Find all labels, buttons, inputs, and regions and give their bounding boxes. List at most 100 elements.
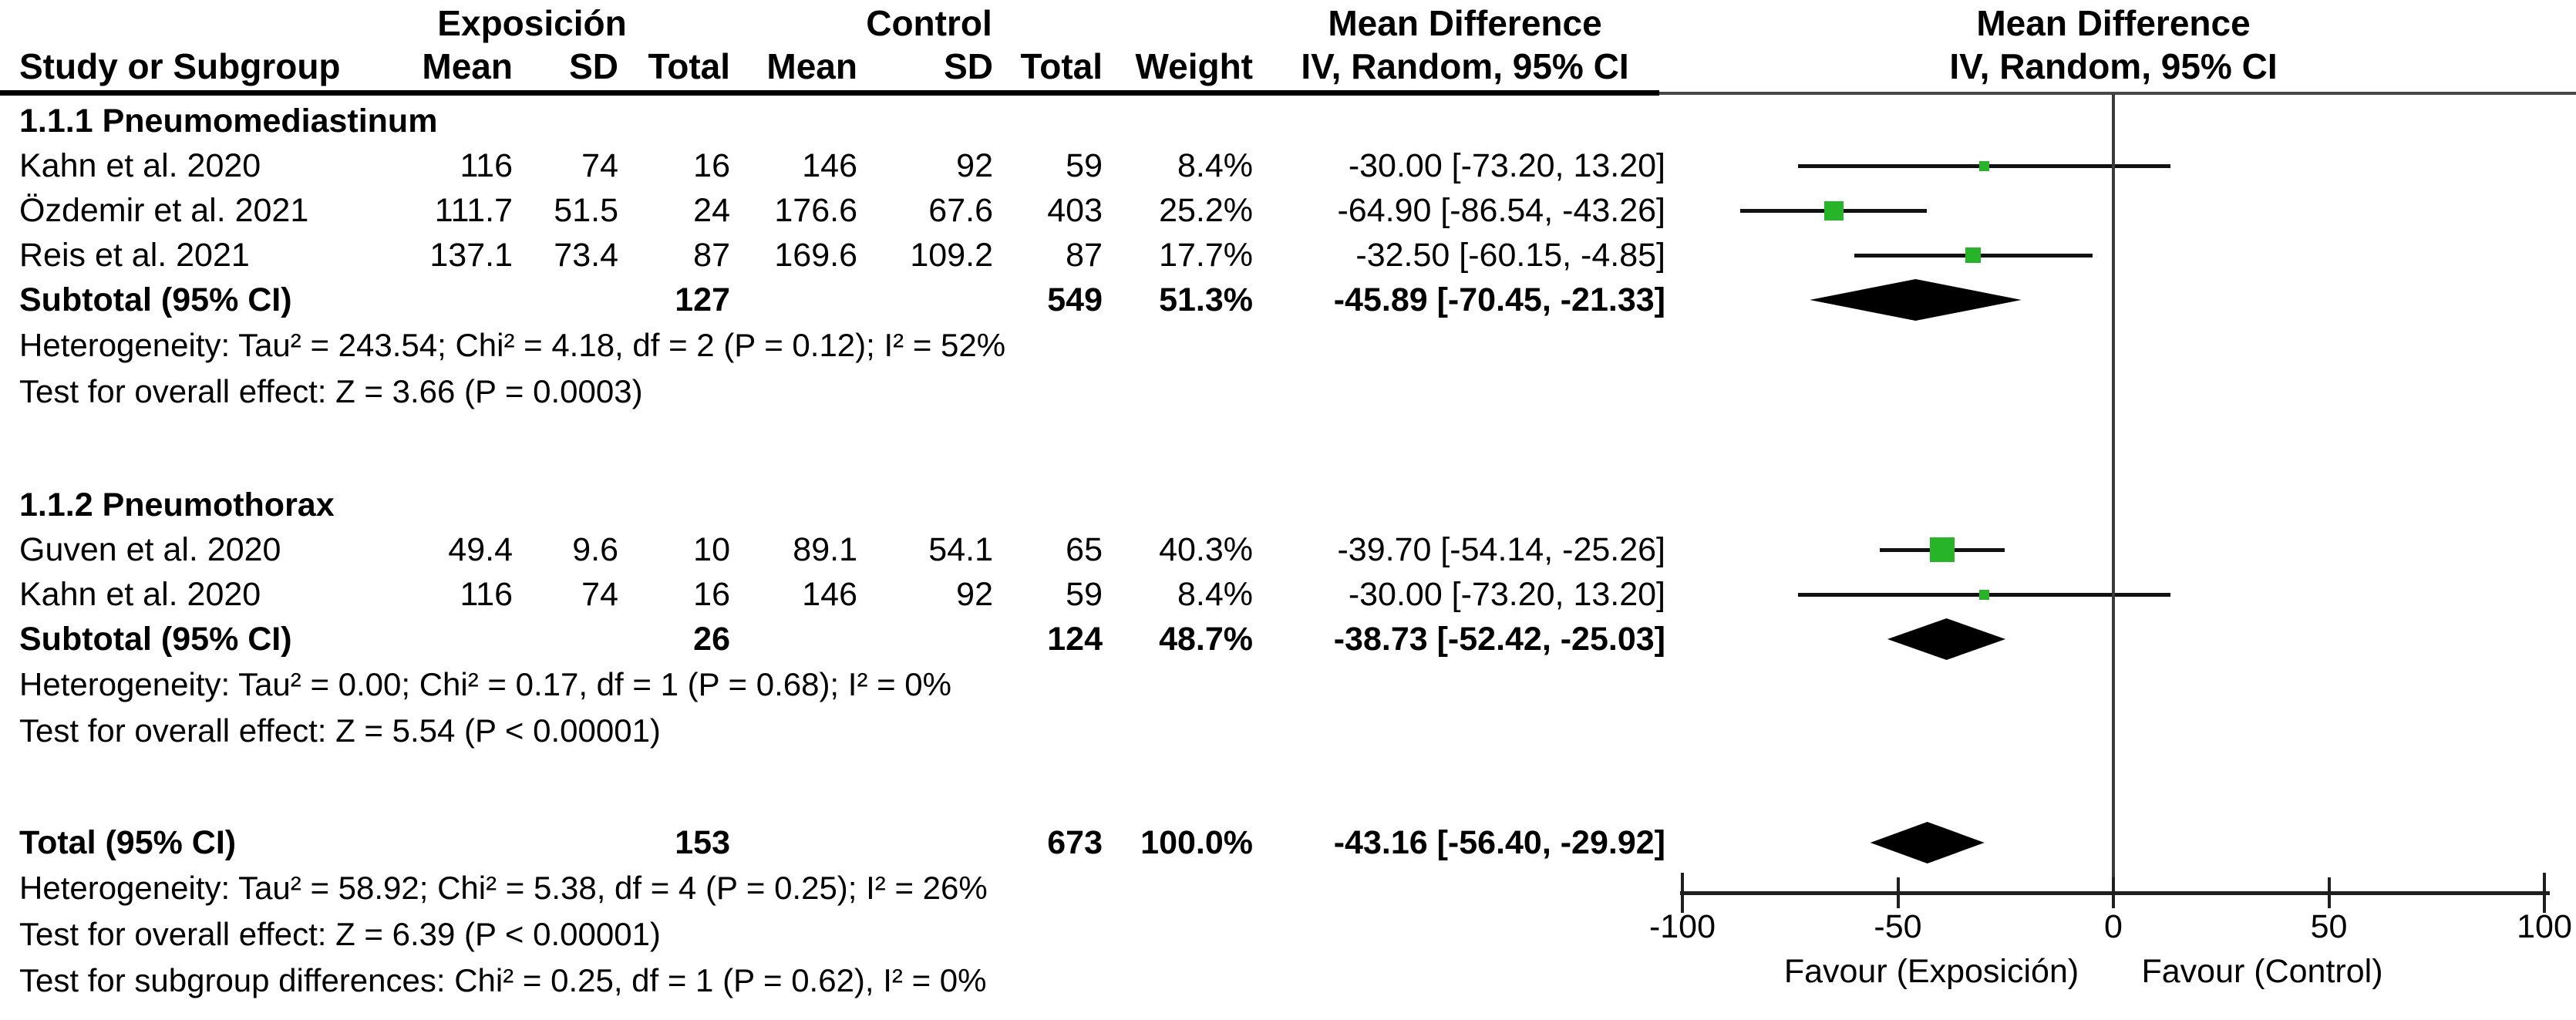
ctl-total-value: 65 bbox=[1066, 531, 1103, 568]
exp-total-value: 26 bbox=[693, 621, 730, 658]
weight-value: 17.7% bbox=[1159, 237, 1253, 274]
axis-tick-label: -100 bbox=[1648, 908, 1716, 945]
study-row: Guven et al. 2020 49.4 9.6 10 89.1 54.1 65 40.3… bbox=[0, 527, 2576, 572]
study-row: Özdemir et al. 2021 111.7 51.5 24 176.6 67.6 4… bbox=[0, 188, 2576, 233]
axis-tick-label: 0 bbox=[2104, 908, 2123, 945]
ctl-total-value: 87 bbox=[1066, 237, 1103, 274]
weight-value: 25.2% bbox=[1159, 192, 1253, 229]
subtotal-row: Subtotal (95% CI) 26 124 48.7% -38.73 [-52.4… bbox=[0, 617, 2576, 661]
effect-square bbox=[1930, 537, 1955, 562]
exp-sd-value: 9.6 bbox=[572, 531, 618, 568]
group-label-row: 1.1.1 Pneumomediastinum bbox=[0, 99, 2576, 143]
weight-value: 48.7% bbox=[1159, 621, 1253, 658]
exp-sd-column-header: SD bbox=[569, 46, 618, 86]
pooled-diamond bbox=[1810, 279, 2022, 321]
total-overall-effect-row-text: Test for overall effect: Z = 6.39 (P < 0… bbox=[19, 916, 661, 952]
pooled-label: Subtotal (95% CI) bbox=[19, 281, 292, 318]
axis-tick bbox=[1896, 877, 1900, 908]
ci-text: -38.73 [-52.42, -25.03] bbox=[1333, 621, 1665, 658]
ctl-total-value: 673 bbox=[1047, 824, 1103, 861]
header-separator-line bbox=[0, 90, 1659, 96]
header-group-line: Exposición Control Mean Difference Mean … bbox=[0, 3, 2576, 46]
ctl-total-value: 59 bbox=[1066, 576, 1103, 613]
total-heterogeneity-row: Heterogeneity: Tau² = 58.92; Chi² = 5.38… bbox=[0, 865, 2576, 911]
spacer-row bbox=[0, 415, 2576, 483]
ctl-total-value: 59 bbox=[1066, 147, 1103, 184]
weight-value: 100.0% bbox=[1140, 824, 1253, 861]
study-name: Reis et al. 2021 bbox=[19, 237, 250, 274]
ctl-mean-column-header: Mean bbox=[766, 46, 857, 86]
axis-tick bbox=[2543, 873, 2546, 913]
axis-tick-label: -50 bbox=[1874, 908, 1922, 945]
favour-control-label: Favour (Control) bbox=[2141, 953, 2383, 990]
ctl-mean-value: 89.1 bbox=[793, 531, 857, 568]
exp-sd-value: 74 bbox=[581, 147, 618, 184]
header-separator-line-plot bbox=[1659, 92, 2576, 95]
favour-exposicion-label: Favour (Exposición) bbox=[1783, 953, 2079, 990]
ctl-sd-value: 54.1 bbox=[928, 531, 993, 568]
total-heterogeneity-row-text: Heterogeneity: Tau² = 58.92; Chi² = 5.38… bbox=[19, 870, 988, 906]
ci-method-plot-header: IV, Random, 95% CI bbox=[1949, 46, 2278, 86]
pooled-label: Total (95% CI) bbox=[19, 824, 237, 861]
exp-sd-value: 51.5 bbox=[554, 192, 618, 229]
group-label: 1.1.1 Pneumomediastinum bbox=[19, 103, 438, 140]
overall-effect-row: Test for overall effect: Z = 3.66 (P = 0… bbox=[0, 369, 2576, 415]
pooled-diamond bbox=[1870, 822, 1985, 863]
pooled-label: Subtotal (95% CI) bbox=[19, 621, 292, 658]
heterogeneity-row: Heterogeneity: Tau² = 0.00; Chi² = 0.17,… bbox=[0, 661, 2576, 708]
ctl-mean-value: 176.6 bbox=[774, 192, 857, 229]
ctl-total-value: 549 bbox=[1047, 281, 1103, 318]
total-overall-effect-row: Test for overall effect: Z = 6.39 (P < 0… bbox=[0, 911, 2576, 958]
control-group-header: Control bbox=[866, 3, 992, 43]
study-name: Kahn et al. 2020 bbox=[19, 147, 261, 184]
exp-total-column-header: Total bbox=[648, 46, 730, 86]
axis-tick bbox=[2112, 877, 2115, 908]
ctl-sd-value: 67.6 bbox=[928, 192, 993, 229]
ci-text: -45.89 [-70.45, -21.33] bbox=[1333, 281, 1665, 318]
exp-total-value: 127 bbox=[675, 281, 730, 318]
total-row: Total (95% CI) 153 673 100.0% -43.16 [-56.40… bbox=[0, 820, 2576, 865]
ctl-sd-value: 109.2 bbox=[910, 237, 993, 274]
ctl-mean-value: 146 bbox=[802, 576, 857, 613]
ci-text: -30.00 [-73.20, 13.20] bbox=[1348, 147, 1665, 184]
pooled-diamond bbox=[1887, 618, 2006, 660]
ctl-total-column-header: Total bbox=[1020, 46, 1103, 86]
exp-mean-value: 49.4 bbox=[448, 531, 513, 568]
ctl-total-value: 124 bbox=[1047, 621, 1103, 658]
exp-total-value: 87 bbox=[693, 237, 730, 274]
study-column-header: Study or Subgroup bbox=[19, 46, 341, 86]
subgroup-differences-row-text: Test for subgroup differences: Chi² = 0.… bbox=[19, 962, 987, 998]
forest-table-body: 1.1.1 Pneumomediastinum Kahn et al. 2020 1… bbox=[0, 99, 2576, 1004]
exp-mean-column-header: Mean bbox=[422, 46, 513, 86]
heterogeneity-row: Heterogeneity: Tau² = 243.54; Chi² = 4.1… bbox=[0, 322, 2576, 369]
study-row: Reis et al. 2021 137.1 73.4 87 169.6 109.2 87 1… bbox=[0, 233, 2576, 278]
overall-effect-row-text: Test for overall effect: Z = 3.66 (P = 0… bbox=[19, 373, 643, 409]
ctl-mean-value: 146 bbox=[802, 147, 857, 184]
subtotal-row: Subtotal (95% CI) 127 549 51.3% -45.89 [-70.… bbox=[0, 278, 2576, 322]
heterogeneity-row-text: Heterogeneity: Tau² = 0.00; Chi² = 0.17,… bbox=[19, 666, 951, 702]
weight-value: 8.4% bbox=[1177, 147, 1253, 184]
ctl-mean-value: 169.6 bbox=[774, 237, 857, 274]
exp-mean-value: 111.7 bbox=[434, 192, 513, 229]
exp-mean-value: 116 bbox=[460, 147, 513, 184]
group-label-row: 1.1.2 Pneumothorax bbox=[0, 483, 2576, 527]
ci-text: -64.90 [-86.54, -43.26] bbox=[1337, 192, 1665, 229]
exp-total-value: 16 bbox=[693, 576, 730, 613]
ci-text: -30.00 [-73.20, 13.20] bbox=[1348, 576, 1665, 613]
overall-effect-row-text: Test for overall effect: Z = 5.54 (P < 0… bbox=[19, 712, 661, 749]
zero-effect-line bbox=[2112, 94, 2115, 893]
effect-square bbox=[1978, 160, 1989, 171]
axis-tick bbox=[2327, 877, 2331, 908]
exp-total-value: 153 bbox=[675, 824, 730, 861]
mean-difference-text-header: Mean Difference bbox=[1328, 3, 1602, 43]
x-axis-line bbox=[1680, 891, 2550, 895]
study-row: Kahn et al. 2020 116 74 16 146 92 59 8.4% -30.00… bbox=[0, 143, 2576, 188]
axis-tick bbox=[1681, 873, 1684, 913]
overall-effect-row: Test for overall effect: Z = 5.54 (P < 0… bbox=[0, 708, 2576, 754]
effect-square bbox=[1978, 589, 1989, 600]
heterogeneity-row-text: Heterogeneity: Tau² = 243.54; Chi² = 4.1… bbox=[19, 327, 1006, 363]
ctl-sd-value: 92 bbox=[956, 576, 993, 613]
exp-total-value: 24 bbox=[693, 192, 730, 229]
mean-difference-plot-header: Mean Difference bbox=[1976, 3, 2251, 43]
